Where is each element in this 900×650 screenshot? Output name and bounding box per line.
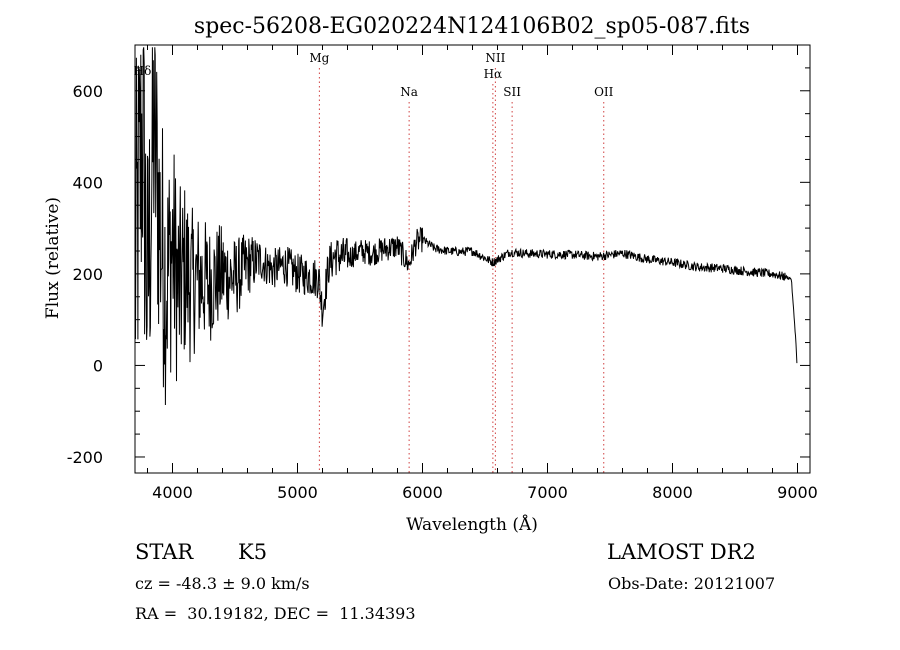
y-tick-label: 0 (93, 356, 103, 375)
y-tick-label: -200 (67, 448, 103, 467)
x-tick-label: 5000 (277, 483, 318, 502)
x-tick-label: 6000 (402, 483, 443, 502)
spectral-line-label: OII (594, 85, 614, 99)
chart-title: spec-56208-EG020224N124106B02_sp05-087.f… (194, 14, 750, 39)
x-tick-label: 9000 (777, 483, 818, 502)
object-subclass: K5 (238, 540, 268, 564)
x-tick-label: 8000 (652, 483, 693, 502)
object-class: STAR (135, 540, 194, 564)
spectral-line-label: NII (485, 51, 505, 65)
x-tick-label: 7000 (527, 483, 568, 502)
y-tick-label: 600 (72, 82, 103, 101)
spectral-line-label: Na (400, 85, 418, 99)
obs-date: Obs-Date: 20121007 (608, 574, 776, 593)
radec-readout: RA = 30.19182, DEC = 11.34393 (135, 604, 416, 623)
y-tick-label: 400 (72, 173, 103, 192)
y-axis-label: Flux (relative) (43, 197, 63, 319)
spectrum-chart: spec-56208-EG020224N124106B02_sp05-087.f… (43, 14, 818, 535)
x-tick-label: 4000 (152, 483, 193, 502)
redshift-readout: cz = -48.3 ± 9.0 km/s (135, 574, 310, 593)
spectral-line-label: Hα (484, 67, 503, 81)
x-axis-label: Wavelength (Å) (406, 514, 538, 535)
y-tick-label: 200 (72, 265, 103, 284)
spectral-line-label: SII (503, 85, 521, 99)
survey-label: LAMOST DR2 (607, 540, 756, 564)
spectrum-line (134, 47, 798, 406)
spectral-line-label: Mg (309, 51, 329, 65)
